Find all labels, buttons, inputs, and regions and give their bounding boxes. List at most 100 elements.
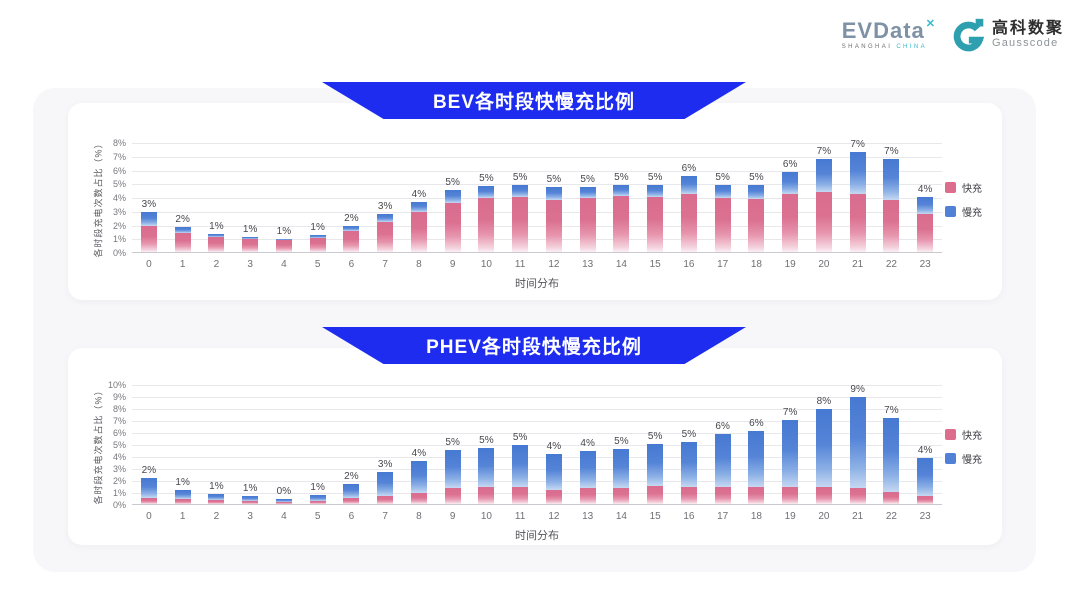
bar <box>140 212 157 252</box>
x-tick-label: 6 <box>348 511 355 522</box>
bar-segment-fast <box>275 240 292 252</box>
bar-segment-slow <box>174 227 191 234</box>
gridline <box>132 385 942 386</box>
bar-segment-fast <box>545 489 562 504</box>
bar-segment-fast <box>275 501 292 504</box>
bar-segment-slow <box>309 234 326 239</box>
header-logos: EVData ✕ SHANGHAI CHINA 高科数聚 Gausscode <box>842 18 1064 52</box>
bar-value-label: 5% <box>445 437 460 448</box>
bar-segment-fast <box>174 233 191 252</box>
x-axis-title: 时间分布 <box>515 278 559 290</box>
bar-value-label: 2% <box>141 464 157 476</box>
x-tick-label: 9 <box>449 259 456 270</box>
y-tick-label: 0% <box>112 248 126 258</box>
bar <box>579 186 596 252</box>
x-axis-title: 时间分布 <box>515 530 559 542</box>
bar-value-label: 9% <box>850 384 865 396</box>
bar-value-label: 7% <box>782 407 798 418</box>
y-tick-label: 2% <box>112 220 126 231</box>
bar-value-label: 4% <box>917 445 933 457</box>
x-tick-label: 3 <box>247 511 253 522</box>
x-tick-label: 15 <box>649 511 661 522</box>
legend-item-fast: 快充 <box>945 427 982 442</box>
x-tick-label: 21 <box>852 259 864 270</box>
bev-chart: 0% 1% 2% 3% 4% 5% 6% 7% 8% 各时段充电次数占比（%） 3% 0 2% 1 1% 2 1… <box>68 103 1002 300</box>
legend-label-fast: 快充 <box>962 431 982 442</box>
bar <box>140 477 157 504</box>
bar <box>275 498 292 504</box>
bar-value-label: 5% <box>479 434 494 446</box>
x-tick-label: 13 <box>582 259 594 270</box>
bar-segment-slow <box>815 158 832 192</box>
bar-segment-slow <box>545 453 562 490</box>
gausscode-cn-text: 高科数聚 <box>991 20 1064 37</box>
bar-segment-fast <box>309 501 326 504</box>
legend: 快充 慢充 <box>945 180 982 219</box>
bar-segment-fast <box>208 236 225 252</box>
gridline <box>132 211 942 213</box>
x-tick-label: 23 <box>919 511 931 522</box>
bar-value-label: 5% <box>479 173 494 184</box>
bar <box>782 172 799 252</box>
x-tick-label: 5 <box>314 259 321 270</box>
bar-segment-slow <box>748 430 765 488</box>
bar-segment-fast <box>478 487 495 504</box>
bar-segment-fast <box>782 194 799 252</box>
bar <box>748 430 765 504</box>
bar <box>714 434 731 504</box>
x-tick-label: 16 <box>683 259 695 270</box>
bar <box>849 397 866 504</box>
bar-segment-slow <box>748 185 765 200</box>
bev-chart-title-banner: BEV各时段快慢充比例 <box>322 82 746 119</box>
bar-value-label: 5% <box>647 172 663 184</box>
gausscode-en-text: Gausscode <box>991 37 1059 49</box>
legend-label-fast: 快充 <box>962 184 982 195</box>
bar-segment-slow <box>849 397 866 489</box>
bar-segment-slow <box>309 495 326 501</box>
y-tick-label: 2% <box>112 476 126 486</box>
x-tick-label: 2 <box>213 511 220 522</box>
bar-segment-fast <box>242 238 259 252</box>
bar-value-label: 1% <box>242 483 258 495</box>
gridline <box>132 433 942 434</box>
bar <box>343 483 360 504</box>
bar <box>309 495 326 504</box>
bar-segment-fast <box>512 487 529 504</box>
x-tick-label: 20 <box>818 259 830 270</box>
y-tick-label: 6% <box>112 428 126 438</box>
legend-item-fast: 快充 <box>945 180 982 195</box>
bar-value-label: 5% <box>681 428 697 440</box>
bar <box>174 227 191 252</box>
bar-segment-slow <box>140 212 157 226</box>
bar-segment-slow <box>613 448 630 489</box>
gausscode-g-icon <box>953 18 985 52</box>
bar-value-label: 2% <box>344 470 359 482</box>
y-tick-label: 7% <box>112 416 126 426</box>
bar-segment-slow <box>579 186 596 199</box>
legend-swatch-slow <box>945 453 956 464</box>
evdata-logo-row: EVData ✕ <box>842 18 935 42</box>
y-tick-label: 5% <box>112 179 126 190</box>
x-tick-label: 11 <box>514 511 526 522</box>
bar <box>444 450 461 504</box>
bar-segment-fast <box>680 194 697 252</box>
bar <box>917 197 934 252</box>
bar <box>680 176 697 252</box>
evdata-x-icon: ✕ <box>925 18 935 30</box>
bar-segment-slow <box>208 234 225 237</box>
x-tick-label: 22 <box>885 511 897 522</box>
y-tick-label: 7% <box>112 151 126 162</box>
bar-segment-fast <box>444 488 461 504</box>
bar <box>545 187 562 252</box>
bar-segment-fast <box>309 238 326 252</box>
bar-segment-fast <box>613 195 630 252</box>
x-tick-label: 0 <box>146 259 152 270</box>
bar-value-label: 3% <box>377 200 393 212</box>
bar-segment-fast <box>579 198 596 252</box>
bar <box>815 409 832 504</box>
bar <box>242 236 259 252</box>
bar-segment-slow <box>579 451 596 489</box>
bar <box>478 447 495 504</box>
phev-chart: 0% 1% 2% 3% 4% 5% 6% 7% 8% 9% 10% 各时段充电次数占比（%） 2% 0 1%… <box>68 348 1002 545</box>
